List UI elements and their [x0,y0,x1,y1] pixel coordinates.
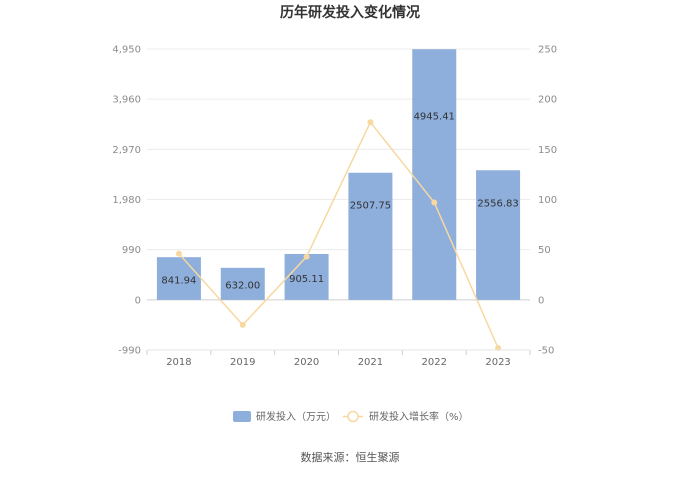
legend-bar-label: 研发投入（万元） [256,410,336,423]
right-tick-label: 100 [538,195,557,206]
right-y-axis: -50 0 50 100 150 200 250 [538,45,557,357]
x-tick-label: 2020 [294,357,319,368]
line-point [175,250,182,257]
x-tick-label: 2022 [422,357,447,368]
line-series [175,119,502,351]
left-tick-label: 1,980 [112,195,141,206]
bar-data-label: 2507.75 [350,200,391,211]
bar [220,267,265,300]
bar-data-labels: 841.94 632.00 905.11 2507.75 4945.41 2556.83 [161,111,518,291]
bar [412,49,457,300]
line-point [367,119,374,126]
x-tick-label: 2019 [230,357,255,368]
right-tick-label: 0 [538,295,544,306]
left-tick-label: 0 [135,295,141,306]
left-y-axis: -990 0 990 1,980 2,970 3,960 4,950 [112,45,141,357]
right-tick-label: -50 [538,346,554,357]
bar [348,172,393,300]
bar-series [156,49,521,300]
bar [284,253,329,300]
left-tick-label: 4,950 [112,45,141,56]
legend-bar-swatch [233,411,251,422]
x-tick-label: 2023 [485,357,510,368]
left-tick-label: 2,970 [112,145,141,156]
x-axis: 2018 2019 2020 2021 2022 2023 [146,349,531,368]
left-tick-label: 990 [122,245,141,256]
growth-line [178,120,499,349]
chart-title: 历年研发投入变化情况 [280,4,420,21]
legend-line-label: 研发投入增长率（%） [369,410,469,423]
line-point [239,321,246,328]
left-tick-label: 3,960 [112,95,141,106]
bar-data-label: 2556.83 [477,199,518,210]
bar-data-label: 841.94 [161,276,196,287]
right-tick-label: 50 [538,245,551,256]
right-tick-label: 250 [538,45,557,56]
bar-data-label: 905.11 [289,274,324,285]
x-tick-label: 2021 [358,357,383,368]
bar-data-label: 4945.41 [414,111,455,122]
grid-lines [147,48,530,351]
source-text: 数据来源：恒生聚源 [301,450,400,464]
line-point [431,199,438,206]
bar [156,257,201,300]
x-tick-label: 2018 [166,357,191,368]
line-point [303,253,310,260]
legend: 研发投入（万元） 研发投入增长率（%） [233,410,469,423]
right-tick-label: 150 [538,145,557,156]
right-tick-label: 200 [538,95,557,106]
left-tick-label: -990 [118,346,141,357]
bar [476,170,521,300]
bar-data-label: 632.00 [225,280,260,291]
legend-line-marker [347,410,359,423]
